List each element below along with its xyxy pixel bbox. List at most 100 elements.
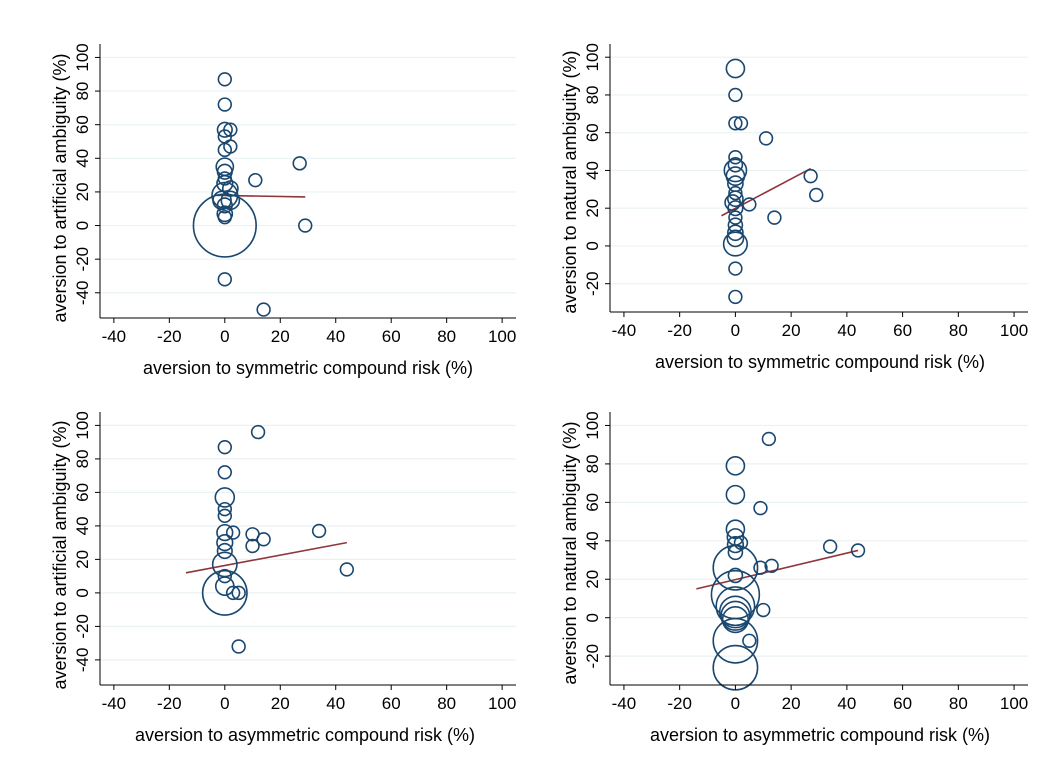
x-tick-label: 100 (1000, 694, 1028, 713)
panel-bottom-left: -40 -20 0 20 40 60 80 100 -40 -20 0 20 40 60 80 100 ave… (50, 411, 516, 745)
x-tick-label: 80 (437, 694, 456, 713)
y-tick-label: -20 (583, 271, 602, 296)
scatter-point (248, 172, 263, 188)
x-tick-label: -20 (667, 694, 692, 713)
y-tick-label: 20 (73, 182, 92, 201)
scatter-point (725, 166, 746, 186)
y-axis-title: aversion to artificial ambiguity (%) (50, 53, 70, 322)
x-tick-label: 40 (326, 694, 345, 713)
x-tick-label: 0 (220, 694, 229, 713)
x-tick-label: 60 (893, 694, 912, 713)
scatter-point (728, 87, 743, 103)
y-tick-label: 80 (583, 454, 602, 473)
y-tick-label: 40 (583, 161, 602, 180)
x-tick-label: -40 (612, 694, 637, 713)
panel-bottom-right: -20 0 20 40 60 80 100 -40 -20 0 20 40 60 80 100 aversi… (560, 411, 1028, 745)
scatter-point (727, 224, 744, 242)
x-tick-label: -20 (157, 694, 182, 713)
y-tick-label: -20 (583, 644, 602, 669)
scatter-point (217, 568, 233, 584)
y-tick-label: 20 (583, 570, 602, 589)
scatter-point (733, 116, 749, 131)
scatter-point (225, 585, 241, 601)
y-tick-label: 80 (583, 85, 602, 104)
x-tick-label: 20 (271, 327, 290, 346)
scatter-point (216, 121, 233, 138)
scatter-point (715, 586, 756, 627)
scatter-point (720, 600, 751, 631)
scatter-point (216, 197, 233, 214)
fit-line (721, 167, 812, 217)
scatter-point (721, 606, 750, 634)
scatter-point (217, 508, 233, 524)
scatter-point (728, 185, 743, 201)
x-tick-label: 0 (731, 321, 740, 340)
scatter-point (725, 58, 746, 79)
scatter-point (231, 585, 246, 601)
x-tick-label: 0 (220, 327, 229, 346)
x-tick-label: 100 (488, 694, 516, 713)
y-tick-label: 60 (73, 483, 92, 502)
scatter-point (217, 501, 233, 517)
scatter-point (761, 431, 777, 447)
scatter-point (725, 484, 746, 505)
scatter-point (225, 525, 241, 540)
scatter-point (767, 210, 782, 225)
x-tick-label: -40 (102, 694, 127, 713)
scatter-point (726, 536, 745, 554)
scatter-point (298, 218, 313, 233)
scatter-point (756, 602, 771, 618)
y-tick-label: 0 (73, 221, 92, 230)
scatter-point (311, 523, 327, 539)
x-tick-label: 80 (437, 327, 456, 346)
x-tick-label: 60 (893, 321, 912, 340)
y-axis-title: aversion to natural ambiguity (%) (560, 421, 580, 684)
x-tick-label: 100 (488, 327, 516, 346)
x-tick-label: 20 (271, 694, 290, 713)
scatter-point (216, 205, 234, 223)
scatter-point (217, 72, 233, 87)
y-tick-label: 60 (583, 123, 602, 142)
y-tick-label: -40 (73, 280, 92, 305)
y-tick-label: 80 (73, 449, 92, 468)
y-tick-label: 0 (583, 241, 602, 250)
y-tick-label: 100 (73, 43, 92, 71)
scatter-point (742, 633, 757, 648)
y-tick-label: 40 (73, 516, 92, 535)
x-axis-title: aversion to asymmetric compound risk (%) (650, 725, 990, 745)
scatter-point (217, 142, 233, 158)
x-tick-label: 40 (837, 694, 856, 713)
scatter-point (727, 156, 744, 173)
scatter-point (753, 500, 768, 516)
scatter-point (217, 209, 233, 225)
y-tick-label: 20 (73, 550, 92, 569)
y-tick-label: 80 (73, 82, 92, 101)
scatter-point (192, 193, 257, 258)
y-tick-label: 40 (73, 149, 92, 168)
scatter-point (727, 200, 744, 217)
scatter-point (726, 229, 745, 248)
scatter-point (723, 158, 748, 183)
x-tick-label: -40 (612, 321, 637, 340)
scatter-point (722, 231, 749, 257)
y-axis-title: aversion to artificial ambiguity (%) (50, 420, 70, 689)
scatter-point (758, 131, 774, 146)
scatter-point (742, 197, 757, 212)
y-tick-label: 0 (583, 613, 602, 622)
scatter-point (764, 558, 779, 574)
scatter-point (718, 595, 752, 629)
scatter-point (216, 533, 234, 552)
scatter-point (712, 544, 759, 591)
scatter-point (725, 455, 746, 476)
x-tick-label: 40 (326, 327, 345, 346)
scatter-point (250, 424, 266, 440)
x-tick-label: 80 (949, 321, 968, 340)
scatter-point (803, 168, 818, 184)
x-tick-label: 20 (782, 694, 801, 713)
scatter-point (753, 560, 768, 575)
x-tick-label: 60 (382, 327, 401, 346)
panel-top-right: -20 0 20 40 60 80 100 -40 -20 0 20 40 60 80 100 aversi… (560, 43, 1028, 372)
scatter-point (728, 210, 743, 225)
y-tick-label: -20 (73, 614, 92, 639)
